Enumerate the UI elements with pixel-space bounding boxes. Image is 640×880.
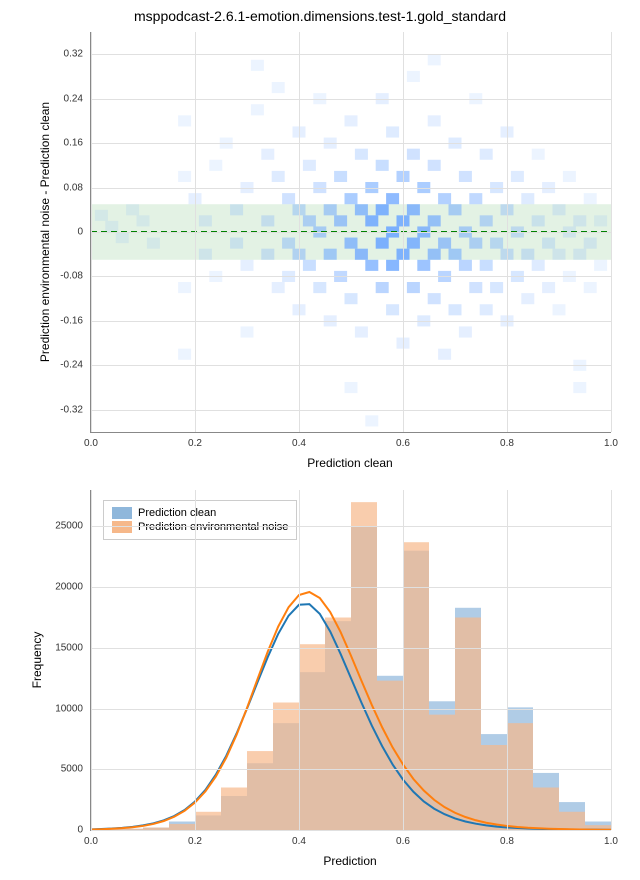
legend-label: Prediction clean — [138, 507, 216, 519]
hist-svg — [91, 490, 611, 830]
legend-swatch — [112, 507, 132, 519]
scatter-xlabel: Prediction clean — [90, 456, 610, 470]
figure-title: msppodcast-2.6.1-emotion.dimensions.test… — [0, 8, 640, 24]
hist-legend: Prediction cleanPrediction environmental… — [103, 500, 297, 540]
hist-plot-area: Prediction cleanPrediction environmental… — [90, 490, 611, 831]
figure: msppodcast-2.6.1-emotion.dimensions.test… — [0, 0, 640, 880]
scatter-ylabel: Prediction environmental noise - Predict… — [38, 32, 52, 432]
hist-xlabel: Prediction — [90, 854, 610, 868]
hist-panel: Prediction cleanPrediction environmental… — [90, 490, 610, 830]
scatter-panel: -0.32-0.24-0.16-0.0800.080.160.240.320.0… — [90, 32, 610, 432]
hist-ylabel: Frequency — [30, 490, 44, 830]
scatter-plot-area: -0.32-0.24-0.16-0.0800.080.160.240.320.0… — [90, 32, 611, 433]
legend-item: Prediction clean — [112, 507, 288, 519]
